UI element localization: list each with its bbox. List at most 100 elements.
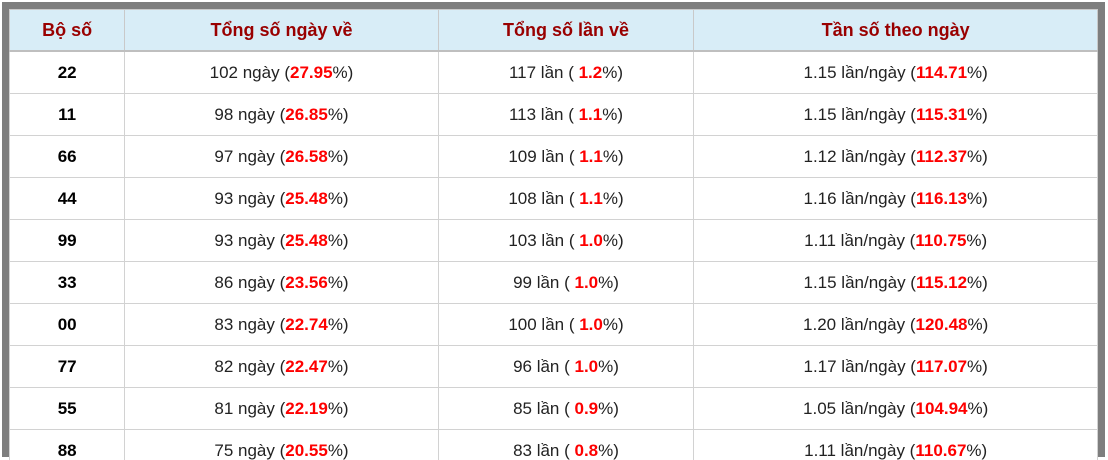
cell-text: 99 lần ( — [513, 272, 575, 292]
table-row: 88 75 ngày (20.55%) 83 lần ( 0.8%) 1.11 lần… — [8, 429, 1098, 460]
cell-text: %) — [967, 188, 988, 208]
days-cell: 97 ngày (26.58%) — [124, 135, 439, 178]
cell-text: %) — [602, 146, 624, 166]
percent-value: 1.0 — [574, 356, 599, 376]
cell-text: %) — [598, 356, 619, 376]
times-cell: 103 lần ( 1.0%) — [437, 219, 695, 262]
cell-text: %) — [602, 62, 624, 82]
cell-text: 1.11 lần/ngày ( — [804, 230, 916, 250]
times-cell: 83 lần ( 0.8%) — [437, 429, 695, 460]
cell-text: 75 ngày ( — [214, 440, 286, 460]
pair-cell: 99 — [8, 219, 126, 262]
cell-text: 93 ngày ( — [214, 188, 286, 208]
cell-text: %) — [967, 62, 988, 82]
days-cell: 102 ngày (27.95%) — [124, 50, 439, 94]
cell-text: 113 lần ( — [508, 104, 579, 124]
cell-text: %) — [967, 104, 988, 124]
days-cell: 86 ngày (23.56%) — [124, 261, 439, 304]
times-cell: 108 lần ( 1.1%) — [437, 177, 695, 220]
table-body: 22 102 ngày (27.95%) 117 lần ( 1.2%) 1.15 l… — [8, 50, 1098, 460]
frequency-cell: 1.17 lần/ngày (117.07%) — [693, 345, 1098, 388]
cell-text: %) — [327, 272, 349, 292]
cell-text: %) — [598, 272, 619, 292]
cell-text: 100 lần ( — [508, 314, 580, 334]
cell-text: %) — [332, 62, 354, 82]
percent-value: 110.75 — [915, 230, 967, 250]
frequency-cell: 1.12 lần/ngày (112.37%) — [693, 135, 1098, 178]
cell-text: 108 lần ( — [508, 188, 580, 208]
cell-text: 86 ngày ( — [214, 272, 286, 292]
cell-text: 117 lần ( — [508, 62, 579, 82]
col-header-total-times: Tổng số lần về — [437, 9, 695, 52]
cell-text: %) — [602, 230, 624, 250]
pair-cell: 66 — [8, 135, 126, 178]
cell-text: %) — [967, 314, 989, 334]
percent-value: 110.67 — [915, 440, 967, 460]
cell-text: %) — [967, 272, 988, 292]
pair-cell: 88 — [8, 429, 126, 460]
cell-text: 83 lần ( — [513, 440, 575, 460]
times-cell: 109 lần ( 1.1%) — [437, 135, 695, 178]
days-cell: 75 ngày (20.55%) — [124, 429, 439, 460]
percent-value: 26.58 — [285, 146, 328, 166]
cell-text: %) — [598, 398, 619, 418]
cell-text: 102 ngày ( — [209, 62, 290, 82]
table-row: 99 93 ngày (25.48%) 103 lần ( 1.0%) 1.11 lầ… — [8, 219, 1098, 262]
table-row: 44 93 ngày (25.48%) 108 lần ( 1.1%) 1.16 lầ… — [8, 177, 1098, 220]
pair-cell: 22 — [8, 50, 126, 94]
table-row: 55 81 ngày (22.19%) 85 lần ( 0.9%) 1.05 lần… — [8, 387, 1098, 430]
cell-text: %) — [327, 314, 349, 334]
table-row: 11 98 ngày (26.85%) 113 lần ( 1.1%) 1.15 lầ… — [8, 93, 1098, 136]
days-cell: 81 ngày (22.19%) — [124, 387, 439, 430]
percent-value: 22.74 — [285, 314, 328, 334]
table-row: 22 102 ngày (27.95%) 117 lần ( 1.2%) 1.15 l… — [8, 50, 1098, 94]
cell-text: 1.15 lần/ngày ( — [803, 62, 916, 82]
times-cell: 99 lần ( 1.0%) — [437, 261, 695, 304]
percent-value: 1.2 — [578, 62, 603, 82]
days-cell: 98 ngày (26.85%) — [124, 93, 439, 136]
percent-value: 117.07 — [915, 356, 968, 376]
cell-text: 1.11 lần/ngày ( — [804, 440, 916, 460]
pair-cell: 00 — [8, 303, 126, 346]
cell-text: 93 ngày ( — [214, 230, 286, 250]
cell-text: %) — [598, 440, 619, 460]
frequency-cell: 1.11 lần/ngày (110.75%) — [693, 219, 1098, 262]
pair-cell: 44 — [8, 177, 126, 220]
cell-text: 85 lần ( — [513, 398, 575, 418]
percent-value: 1.0 — [579, 314, 603, 334]
cell-text: %) — [327, 146, 349, 166]
percent-value: 23.56 — [285, 272, 328, 292]
cell-text: %) — [327, 230, 349, 250]
cell-text: 97 ngày ( — [214, 146, 286, 166]
times-cell: 113 lần ( 1.1%) — [437, 93, 695, 136]
percent-value: 1.0 — [574, 272, 599, 292]
col-header-pair: Bộ số — [8, 9, 126, 52]
percent-value: 1.1 — [578, 104, 603, 124]
cell-text: 82 ngày ( — [214, 356, 286, 376]
cell-text: %) — [327, 440, 349, 460]
times-cell: 96 lần ( 1.0%) — [437, 345, 695, 388]
cell-text: 1.15 lần/ngày ( — [803, 104, 916, 124]
percent-value: 112.37 — [915, 146, 968, 166]
percent-value: 25.48 — [285, 230, 328, 250]
frequency-cell: 1.11 lần/ngày (110.67%) — [693, 429, 1098, 460]
cell-text: 1.15 lần/ngày ( — [803, 272, 916, 292]
frequency-cell: 1.20 lần/ngày (120.48%) — [693, 303, 1098, 346]
days-cell: 82 ngày (22.47%) — [124, 345, 439, 388]
col-header-daily-frequency: Tần số theo ngày — [693, 9, 1098, 52]
percent-value: 1.0 — [579, 230, 603, 250]
cell-text: %) — [602, 314, 624, 334]
cell-text: %) — [967, 398, 989, 418]
percent-value: 20.55 — [285, 440, 328, 460]
cell-text: %) — [327, 104, 349, 124]
days-cell: 93 ngày (25.48%) — [124, 177, 439, 220]
percent-value: 1.1 — [579, 146, 603, 166]
cell-text: 109 lần ( — [508, 146, 580, 166]
cell-text: 1.20 lần/ngày ( — [803, 314, 916, 334]
lottery-stats-table: Bộ số Tổng số ngày về Tổng số lần về Tần… — [8, 9, 1098, 460]
cell-text: 98 ngày ( — [214, 104, 286, 124]
cell-text: %) — [967, 146, 988, 166]
percent-value: 22.47 — [285, 356, 328, 376]
cell-text: %) — [967, 356, 988, 376]
